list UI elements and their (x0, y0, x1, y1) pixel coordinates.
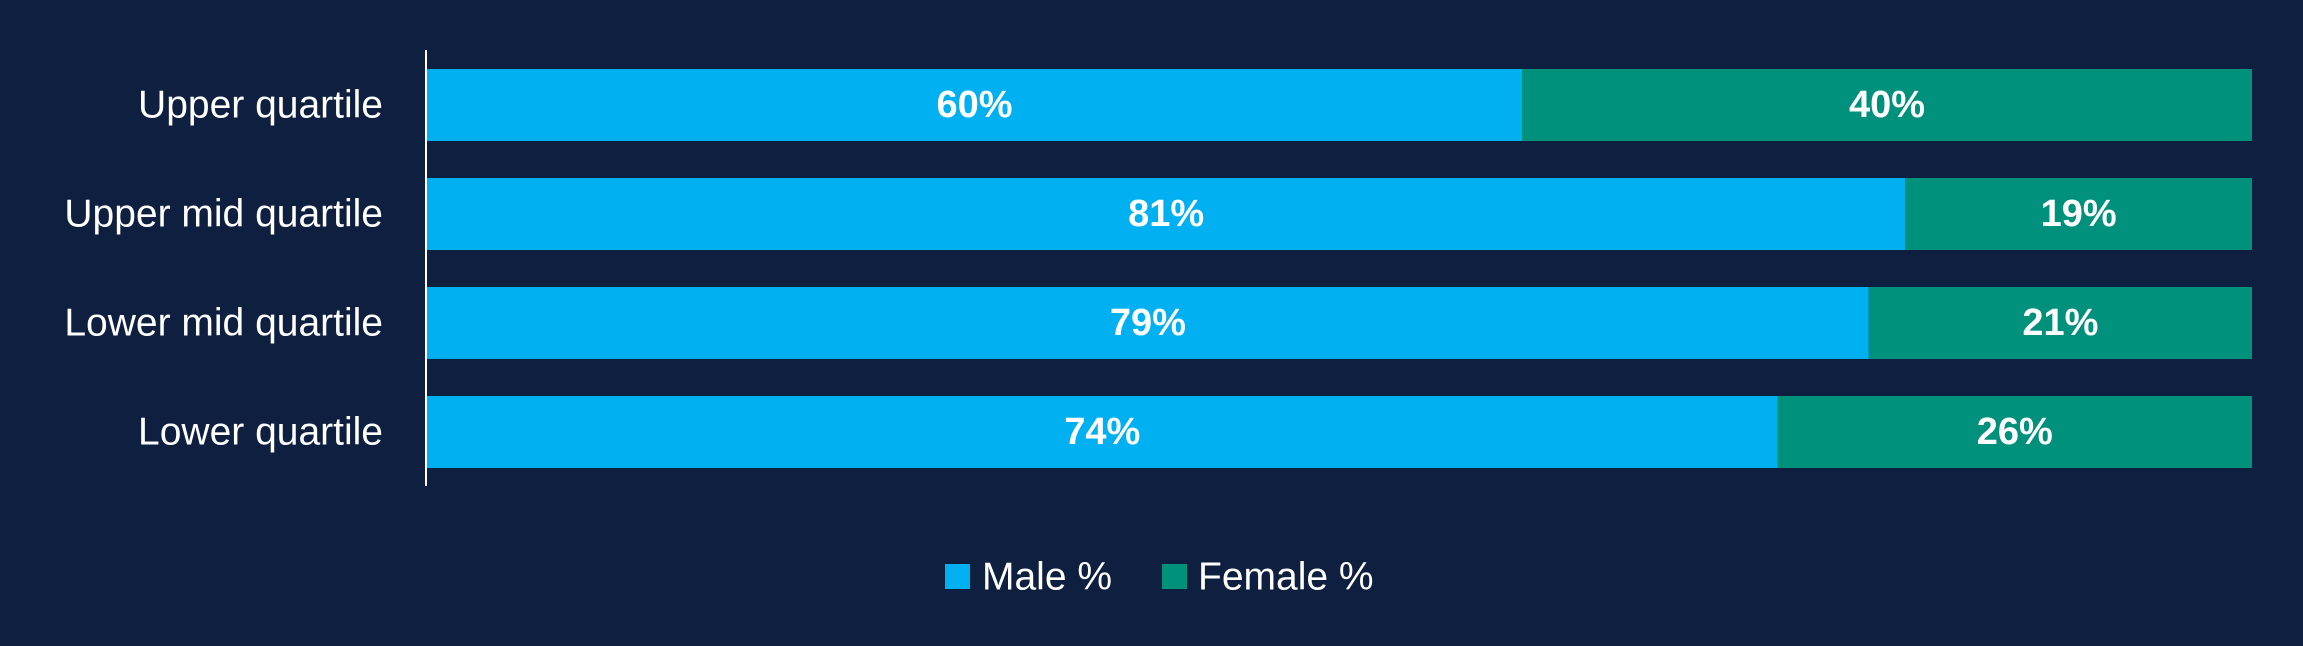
bar-male (427, 396, 1778, 468)
data-label: 40% (1849, 84, 1925, 126)
plot-area: Upper quartile 60% 40% Upper mid quartile 81… (64, 69, 2252, 468)
data-label: 19% (2041, 193, 2117, 235)
bar-female (1522, 69, 2252, 141)
data-label: 74% (1064, 411, 1140, 453)
bar-male (427, 178, 1906, 250)
data-label: 26% (1977, 411, 2053, 453)
legend-label: Female % (1198, 556, 1374, 599)
data-label: 60% (936, 84, 1012, 126)
category-label: Lower quartile (138, 411, 383, 454)
legend-swatch (1162, 564, 1187, 589)
category-label: Lower mid quartile (64, 302, 383, 345)
bar-female (1777, 396, 2252, 468)
legend-swatch (945, 564, 970, 589)
legend: Male % Female % (945, 556, 1374, 599)
bar-female (1905, 178, 2252, 250)
category-label: Upper quartile (138, 84, 383, 127)
category-label: Upper mid quartile (64, 193, 383, 236)
legend-label: Male % (982, 556, 1112, 599)
data-label: 79% (1110, 302, 1186, 344)
bar-male (427, 287, 1869, 359)
bar-female (1868, 287, 2252, 359)
data-label: 81% (1128, 193, 1204, 235)
data-label: 21% (2022, 302, 2098, 344)
bar-male (427, 69, 1522, 141)
